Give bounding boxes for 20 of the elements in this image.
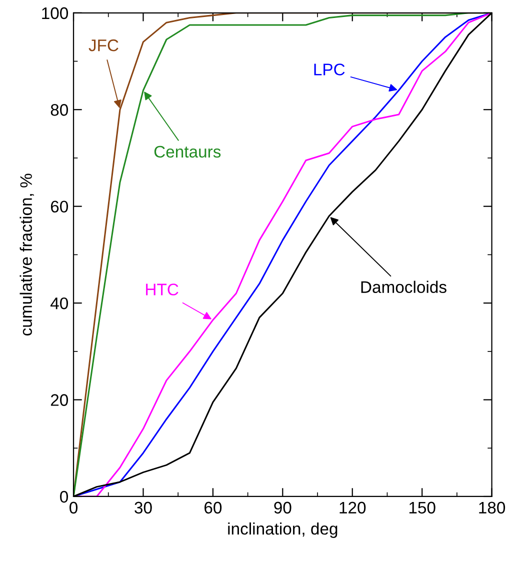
y-tick-label: 100 xyxy=(42,7,68,20)
series-label: JFC xyxy=(88,39,118,52)
x-tick-label: 180 xyxy=(479,502,506,514)
y-tick-label: 0 xyxy=(60,490,68,503)
text: LPC xyxy=(314,64,345,76)
x-tick-label: 60 xyxy=(204,502,222,514)
x-tick-label: 90 xyxy=(274,502,292,514)
x-tick-label: 150 xyxy=(409,502,436,514)
series-label: Centaurs xyxy=(154,146,221,158)
y-tick-label: 80 xyxy=(50,104,68,116)
text: Damocloids xyxy=(361,280,446,294)
x-tick-label: 0 xyxy=(70,502,78,514)
x-axis-title: inclination, deg xyxy=(228,522,338,538)
x-tick-label: 120 xyxy=(340,502,366,514)
y-tick-label: 20 xyxy=(50,394,68,406)
text: HTC xyxy=(146,284,178,296)
y-tick-label: 60 xyxy=(50,200,68,213)
x-tick-label: 30 xyxy=(134,502,152,514)
y-axis-title: cumulative fraction, % xyxy=(20,174,34,336)
y-tick-label: 40 xyxy=(50,297,68,310)
